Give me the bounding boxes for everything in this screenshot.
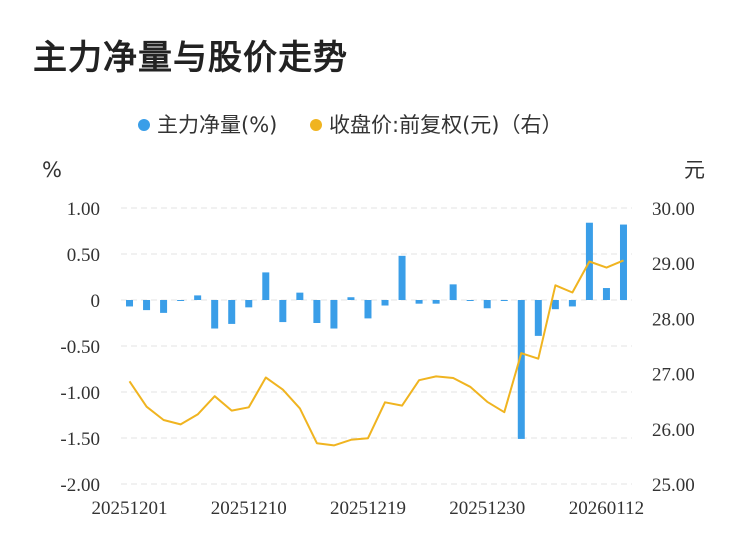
bar bbox=[279, 300, 287, 323]
x-tick-label: 20251219 bbox=[330, 498, 406, 519]
right-axis-unit: 元 bbox=[684, 158, 705, 182]
price-line bbox=[128, 259, 624, 447]
bar bbox=[160, 300, 168, 313]
bar bbox=[313, 300, 321, 323]
bar-series bbox=[126, 222, 627, 439]
right-tick-label: 27.00 bbox=[652, 365, 695, 386]
x-tick-label: 20260112 bbox=[569, 498, 644, 519]
left-tick-label: -1.50 bbox=[60, 429, 100, 450]
x-tick-label: 20251210 bbox=[211, 498, 287, 519]
bar bbox=[381, 300, 389, 306]
right-tick-label: 30.00 bbox=[652, 199, 695, 220]
legend-bar-label: 主力净量(%) bbox=[157, 113, 277, 137]
x-tick-label: 20251230 bbox=[449, 498, 525, 519]
chart-title: 主力净量与股价走势 bbox=[33, 38, 348, 78]
grid-lines bbox=[121, 207, 632, 485]
left-axis-ticks: 1.00 0.50 0 -0.50 -1.00 -1.50 -2.00 bbox=[60, 199, 100, 496]
bar bbox=[602, 288, 610, 300]
bar bbox=[364, 300, 372, 319]
legend-bar-marker bbox=[138, 119, 150, 131]
bar bbox=[415, 300, 423, 304]
bar bbox=[126, 300, 134, 307]
bar bbox=[619, 224, 627, 300]
bar bbox=[551, 300, 559, 310]
bar bbox=[500, 300, 508, 301]
bar bbox=[534, 300, 542, 336]
bar bbox=[449, 284, 457, 300]
right-axis-ticks: 30.00 29.00 28.00 27.00 26.00 25.00 bbox=[652, 199, 695, 496]
bar bbox=[568, 300, 576, 307]
bar bbox=[330, 300, 338, 329]
legend-line-marker bbox=[310, 119, 322, 131]
right-tick-label: 28.00 bbox=[652, 309, 695, 330]
left-tick-label: -2.00 bbox=[60, 475, 100, 496]
right-tick-label: 26.00 bbox=[652, 420, 695, 441]
bar bbox=[347, 297, 355, 300]
bar bbox=[398, 255, 406, 300]
bar bbox=[211, 300, 219, 329]
left-tick-label: 0.50 bbox=[67, 245, 100, 266]
left-tick-label: -0.50 bbox=[60, 337, 100, 358]
bar bbox=[177, 300, 185, 301]
left-axis-unit: % bbox=[42, 158, 62, 182]
right-tick-label: 29.00 bbox=[652, 254, 695, 275]
legend: 主力净量(%) 收盘价:前复权(元)（右） bbox=[138, 113, 562, 137]
legend-line-label: 收盘价:前复权(元)（右） bbox=[329, 113, 562, 137]
line-series bbox=[128, 259, 624, 447]
x-tick-label: 20251201 bbox=[92, 498, 168, 519]
bar bbox=[262, 272, 270, 300]
bar bbox=[483, 300, 491, 309]
bar bbox=[194, 295, 202, 300]
left-tick-label: -1.00 bbox=[60, 383, 100, 404]
bar bbox=[466, 300, 474, 301]
bar bbox=[228, 300, 236, 324]
left-tick-label: 1.00 bbox=[67, 199, 100, 220]
bar bbox=[143, 300, 151, 311]
right-tick-label: 25.00 bbox=[652, 475, 695, 496]
bar bbox=[245, 300, 253, 308]
bar bbox=[432, 300, 440, 304]
x-axis-ticks: 20251201 20251210 20251219 20251230 20260112 bbox=[92, 498, 645, 519]
bar bbox=[296, 292, 304, 300]
left-tick-label: 0 bbox=[91, 291, 101, 312]
bar bbox=[517, 300, 525, 439]
